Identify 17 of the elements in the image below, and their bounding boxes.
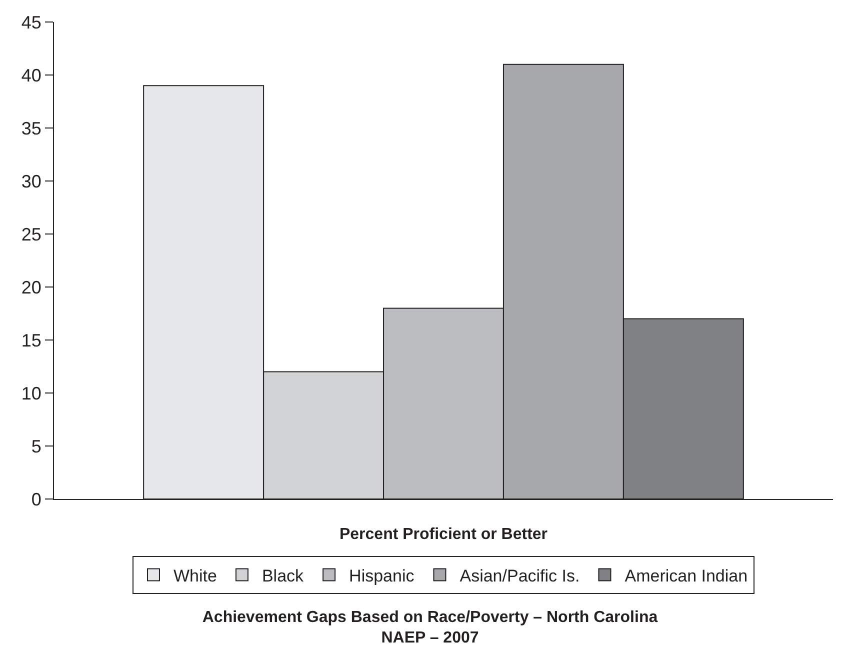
y-tick-label: 40	[21, 65, 42, 86]
y-tick-label: 45	[21, 12, 42, 32]
y-tick-label: 35	[21, 118, 42, 138]
y-tick-label: 20	[21, 277, 42, 298]
y-tick-label: 30	[21, 171, 42, 192]
legend-label: Asian/Pacific Is.	[460, 566, 580, 586]
legend-label: Hispanic	[349, 566, 415, 586]
x-axis-title: Percent Proficient or Better	[339, 526, 548, 543]
y-tick-label: 0	[31, 489, 42, 510]
y-tick-label: 10	[21, 383, 42, 404]
legend-label: American Indian	[624, 566, 748, 586]
legend-label: Black	[262, 566, 304, 586]
y-tick-label: 15	[21, 330, 42, 350]
legend-label: White	[174, 566, 217, 586]
y-tick-label: 25	[21, 224, 42, 244]
y-tick-label: 5	[31, 436, 42, 456]
text: Achievement Gaps Based on Race/Poverty – North Carolina NAEP – 2007	[202, 608, 658, 647]
